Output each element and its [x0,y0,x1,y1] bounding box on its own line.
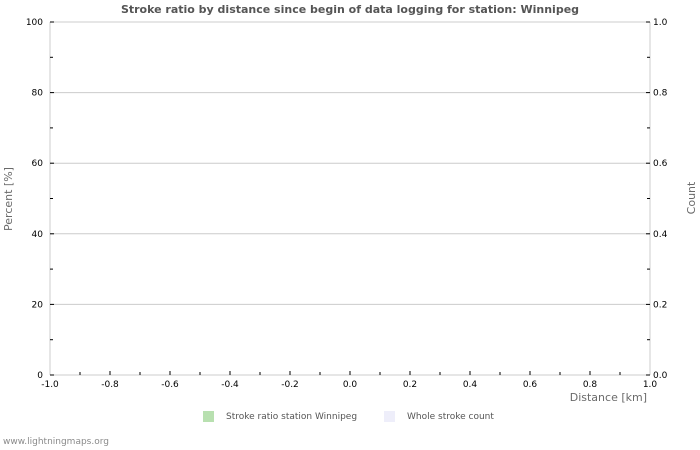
legend-label: Whole stroke count [407,411,494,422]
svg-text:-0.2: -0.2 [281,380,299,390]
legend-swatch-green [203,411,214,422]
legend-swatch-lavender [384,411,395,422]
svg-text:0.0: 0.0 [343,380,358,390]
svg-text:0: 0 [37,371,43,381]
svg-text:0.8: 0.8 [653,89,668,99]
svg-text:1.0: 1.0 [643,380,658,390]
svg-text:0.6: 0.6 [653,159,668,169]
svg-text:80: 80 [32,89,44,99]
svg-text:60: 60 [32,159,44,169]
svg-text:-1.0: -1.0 [41,380,59,390]
svg-text:-0.8: -0.8 [101,380,119,390]
chart-title: Stroke ratio by distance since begin of … [120,3,580,16]
tick-labels: 0 0.0 20 0.2 40 0.4 60 0.6 80 0.8 100 1.0 -1.0 -0.8 -0… [26,18,668,390]
svg-text:0.2: 0.2 [653,300,667,310]
svg-text:0.0: 0.0 [653,371,668,381]
footer-link[interactable]: www.lightningmaps.org [3,437,109,447]
svg-text:40: 40 [32,230,44,240]
svg-text:0.4: 0.4 [463,380,478,390]
svg-text:0.4: 0.4 [653,230,668,240]
axes [49,22,651,376]
x-axis-title: Distance [km] [570,391,647,404]
legend-item-stroke-ratio: Stroke ratio station Winnipeg [203,411,357,422]
y-axis-title-right: Count [685,181,698,214]
y-axis-title-left: Percent [%] [2,167,15,231]
svg-text:20: 20 [32,300,44,310]
svg-text:1.0: 1.0 [653,18,668,28]
legend-item-whole-stroke-count: Whole stroke count [384,411,494,422]
svg-text:0.2: 0.2 [403,380,417,390]
legend-label: Stroke ratio station Winnipeg [226,411,358,422]
legend: Stroke ratio station Winnipeg Whole stro… [0,411,700,427]
svg-text:0.6: 0.6 [523,380,538,390]
svg-text:-0.6: -0.6 [161,380,179,390]
gridlines [50,21,650,376]
svg-text:0.8: 0.8 [583,380,598,390]
svg-text:100: 100 [26,18,43,28]
svg-text:-0.4: -0.4 [221,380,239,390]
ticks [50,21,650,376]
